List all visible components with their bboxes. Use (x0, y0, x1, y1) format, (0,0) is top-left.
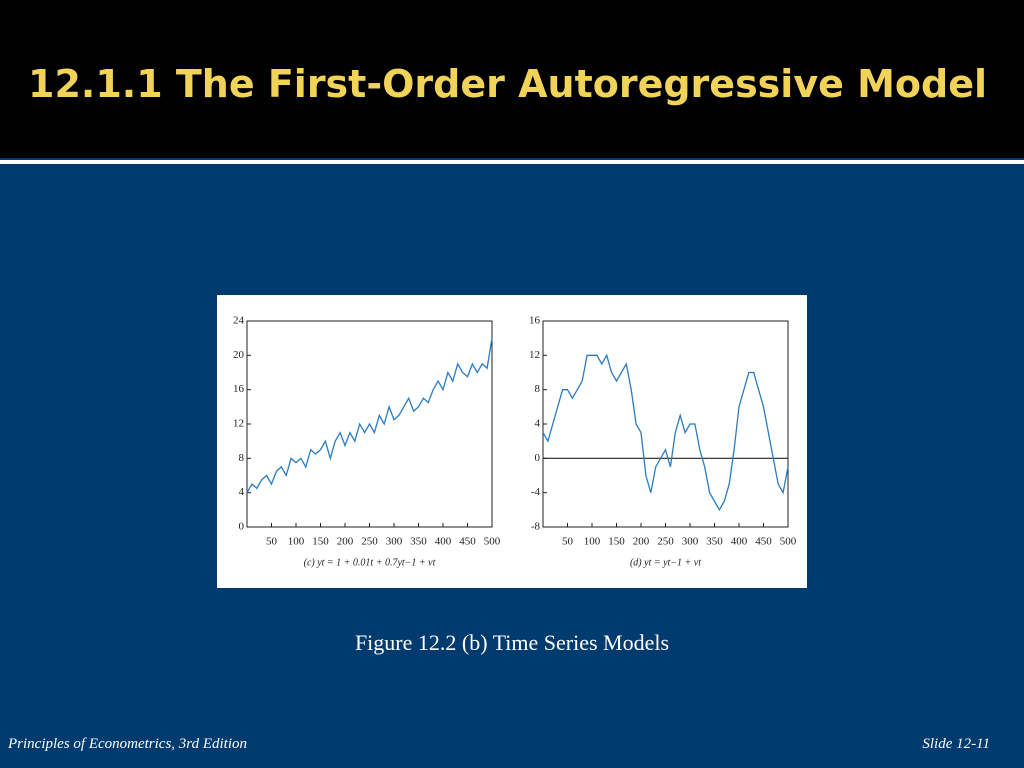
x-tick-label: 200 (337, 536, 354, 548)
x-tick-label: 100 (288, 536, 305, 548)
footer-right: Slide 12-11 (922, 736, 990, 752)
header-rule (0, 160, 1024, 164)
x-tick-label: 300 (386, 536, 403, 548)
figure: 0 4 8 12 16 20 24 50 100 150 200 250 300 350 400 450 500… (217, 295, 807, 588)
x-tick-label: 450 (459, 536, 476, 548)
x-tick-label: 50 (266, 536, 278, 548)
y-tick-label: 0 (239, 521, 245, 533)
y-tick-label: 4 (535, 418, 541, 430)
x-tick-label: 400 (435, 536, 452, 548)
y-tick-label: 16 (529, 315, 541, 327)
caption: Figure 12.2 (b) Time Series Models (354, 630, 670, 655)
y-tick-label: 12 (529, 349, 540, 361)
y-tick-label: 4 (239, 486, 245, 498)
x-tick-label: 350 (706, 536, 723, 548)
series-line (246, 338, 493, 493)
x-tick-label: 300 (682, 536, 699, 548)
y-tick-label: 24 (233, 315, 245, 327)
x-tick-label: 400 (731, 536, 748, 548)
x-tick-label: 500 (484, 536, 501, 548)
y-tick-label: 12 (233, 418, 244, 430)
y-tick-label: 20 (233, 349, 245, 361)
footer-left: Principles of Econometrics, 3rd Edition (8, 736, 247, 752)
x-tick-label: 100 (584, 536, 601, 548)
y-tick-label: 8 (535, 383, 541, 395)
slide-title: 12.1.1 The First-Order Autoregressive Mo… (28, 62, 988, 106)
y-tick-label: 16 (233, 383, 245, 395)
chart-subtitle: (d) yt = yt−1 + vt (630, 557, 701, 568)
y-tick-label: 0 (535, 452, 541, 464)
x-tick-label: 450 (755, 536, 772, 548)
x-tick-label: 500 (780, 536, 797, 548)
series-line (542, 353, 789, 512)
plot-frame (542, 320, 789, 528)
x-tick-label: 250 (657, 536, 674, 548)
x-tick-label: 350 (410, 536, 427, 548)
y-tick-label: 8 (239, 452, 245, 464)
y-tick-label: -8 (531, 521, 541, 533)
chart-subtitle: (c) yt = 1 + 0.01t + 0.7yt−1 + vt (304, 557, 436, 568)
x-tick-label: 150 (608, 536, 625, 548)
x-tick-label: 50 (562, 536, 574, 548)
x-tick-label: 200 (633, 536, 650, 548)
y-tick-label: -4 (531, 486, 541, 498)
header (0, 0, 1024, 158)
x-tick-label: 150 (312, 536, 329, 548)
x-tick-label: 250 (361, 536, 378, 548)
